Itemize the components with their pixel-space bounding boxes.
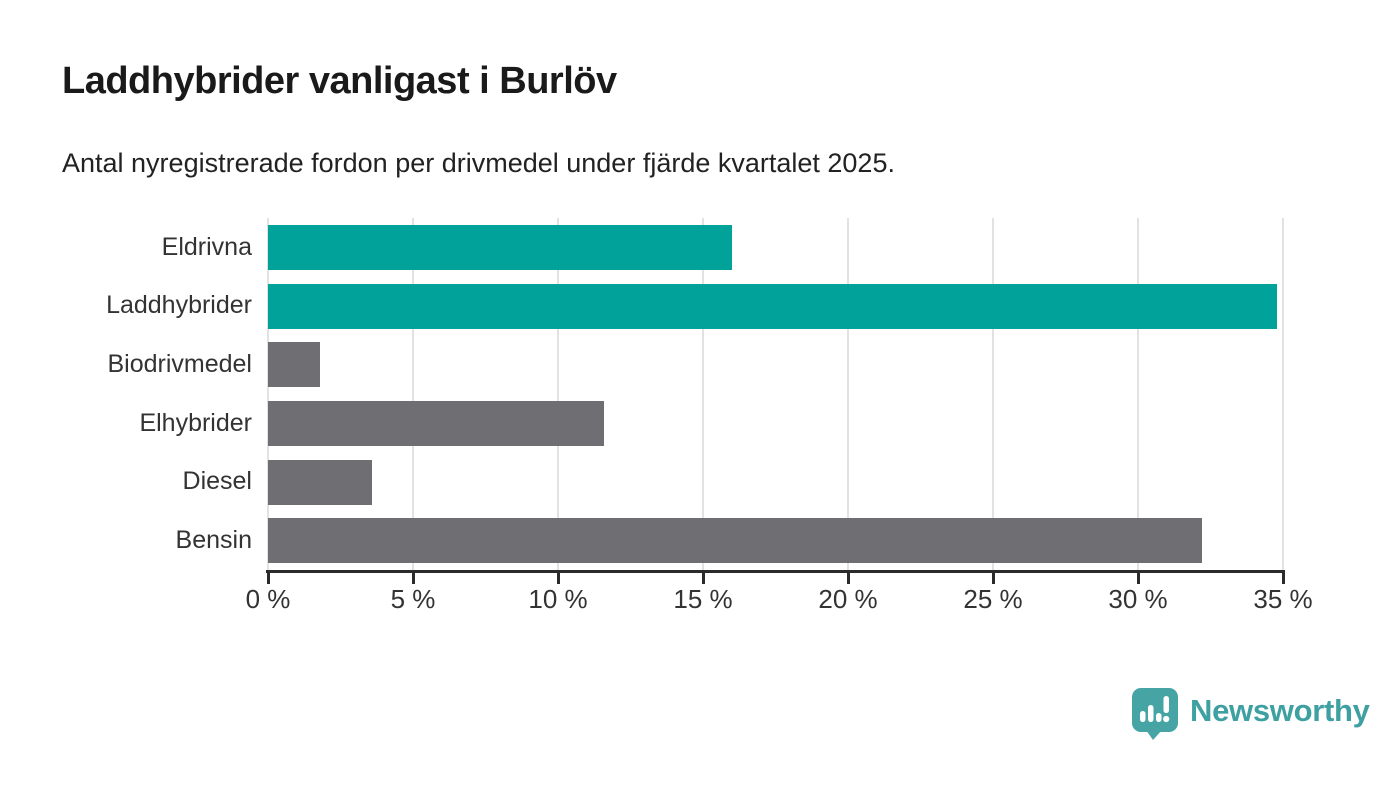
gridline-35	[1282, 218, 1284, 570]
bar-laddhybrider	[268, 283, 1278, 329]
bar-biodrivmedel	[268, 342, 321, 388]
bar-bensin	[268, 518, 1202, 564]
tick-label-15: 15 %	[673, 584, 733, 614]
tick-mark-35	[1281, 570, 1285, 584]
tick-label-30: 30 %	[1108, 584, 1168, 614]
newsworthy-logo: Newsworthy	[1132, 688, 1370, 741]
y-axis-labels: Eldrivna Laddhybrider Biodrivmedel Elhybrid…	[56, 218, 252, 570]
category-label-elhybrider: Elhybrider	[139, 408, 252, 437]
tick-label-5: 5 %	[390, 584, 436, 614]
gridline-0	[267, 218, 269, 570]
gridline-15	[702, 218, 704, 570]
gridline-20	[847, 218, 849, 570]
tick-mark-5	[411, 570, 415, 584]
bar-diesel	[268, 459, 373, 505]
tick-mark-20	[846, 570, 850, 584]
tick-mark-30	[1136, 570, 1140, 584]
gridline-30	[1137, 218, 1139, 570]
tick-label-0: 0 %	[245, 584, 291, 614]
category-label-biodrivmedel: Biodrivmedel	[107, 350, 252, 379]
category-label-bensin: Bensin	[175, 526, 252, 555]
newsworthy-bubble-chart-icon	[1132, 688, 1178, 740]
tick-mark-25	[991, 570, 995, 584]
tick-mark-10	[556, 570, 560, 584]
tick-label-20: 20 %	[818, 584, 878, 614]
tick-mark-0	[266, 570, 270, 584]
category-label-laddhybrider: Laddhybrider	[106, 291, 252, 320]
tick-label-35: 35 %	[1253, 584, 1313, 614]
x-axis-line	[266, 570, 1285, 573]
chart-title: Laddhybrider vanligast i Burlöv	[62, 60, 617, 102]
tick-label-10: 10 %	[528, 584, 588, 614]
tick-label-25: 25 %	[963, 584, 1023, 614]
gridline-5	[412, 218, 414, 570]
bar-eldrivna	[268, 224, 732, 270]
newsworthy-logo-text: Newsworthy	[1190, 693, 1370, 728]
gridline-10	[557, 218, 559, 570]
gridline-25	[992, 218, 994, 570]
bar-elhybrider	[268, 400, 605, 446]
chart-subtitle: Antal nyregistrerade fordon per drivmede…	[62, 148, 895, 178]
category-label-eldrivna: Eldrivna	[161, 232, 252, 261]
category-label-diesel: Diesel	[182, 467, 252, 496]
tick-mark-15	[701, 570, 705, 584]
plot-area	[267, 218, 1284, 570]
